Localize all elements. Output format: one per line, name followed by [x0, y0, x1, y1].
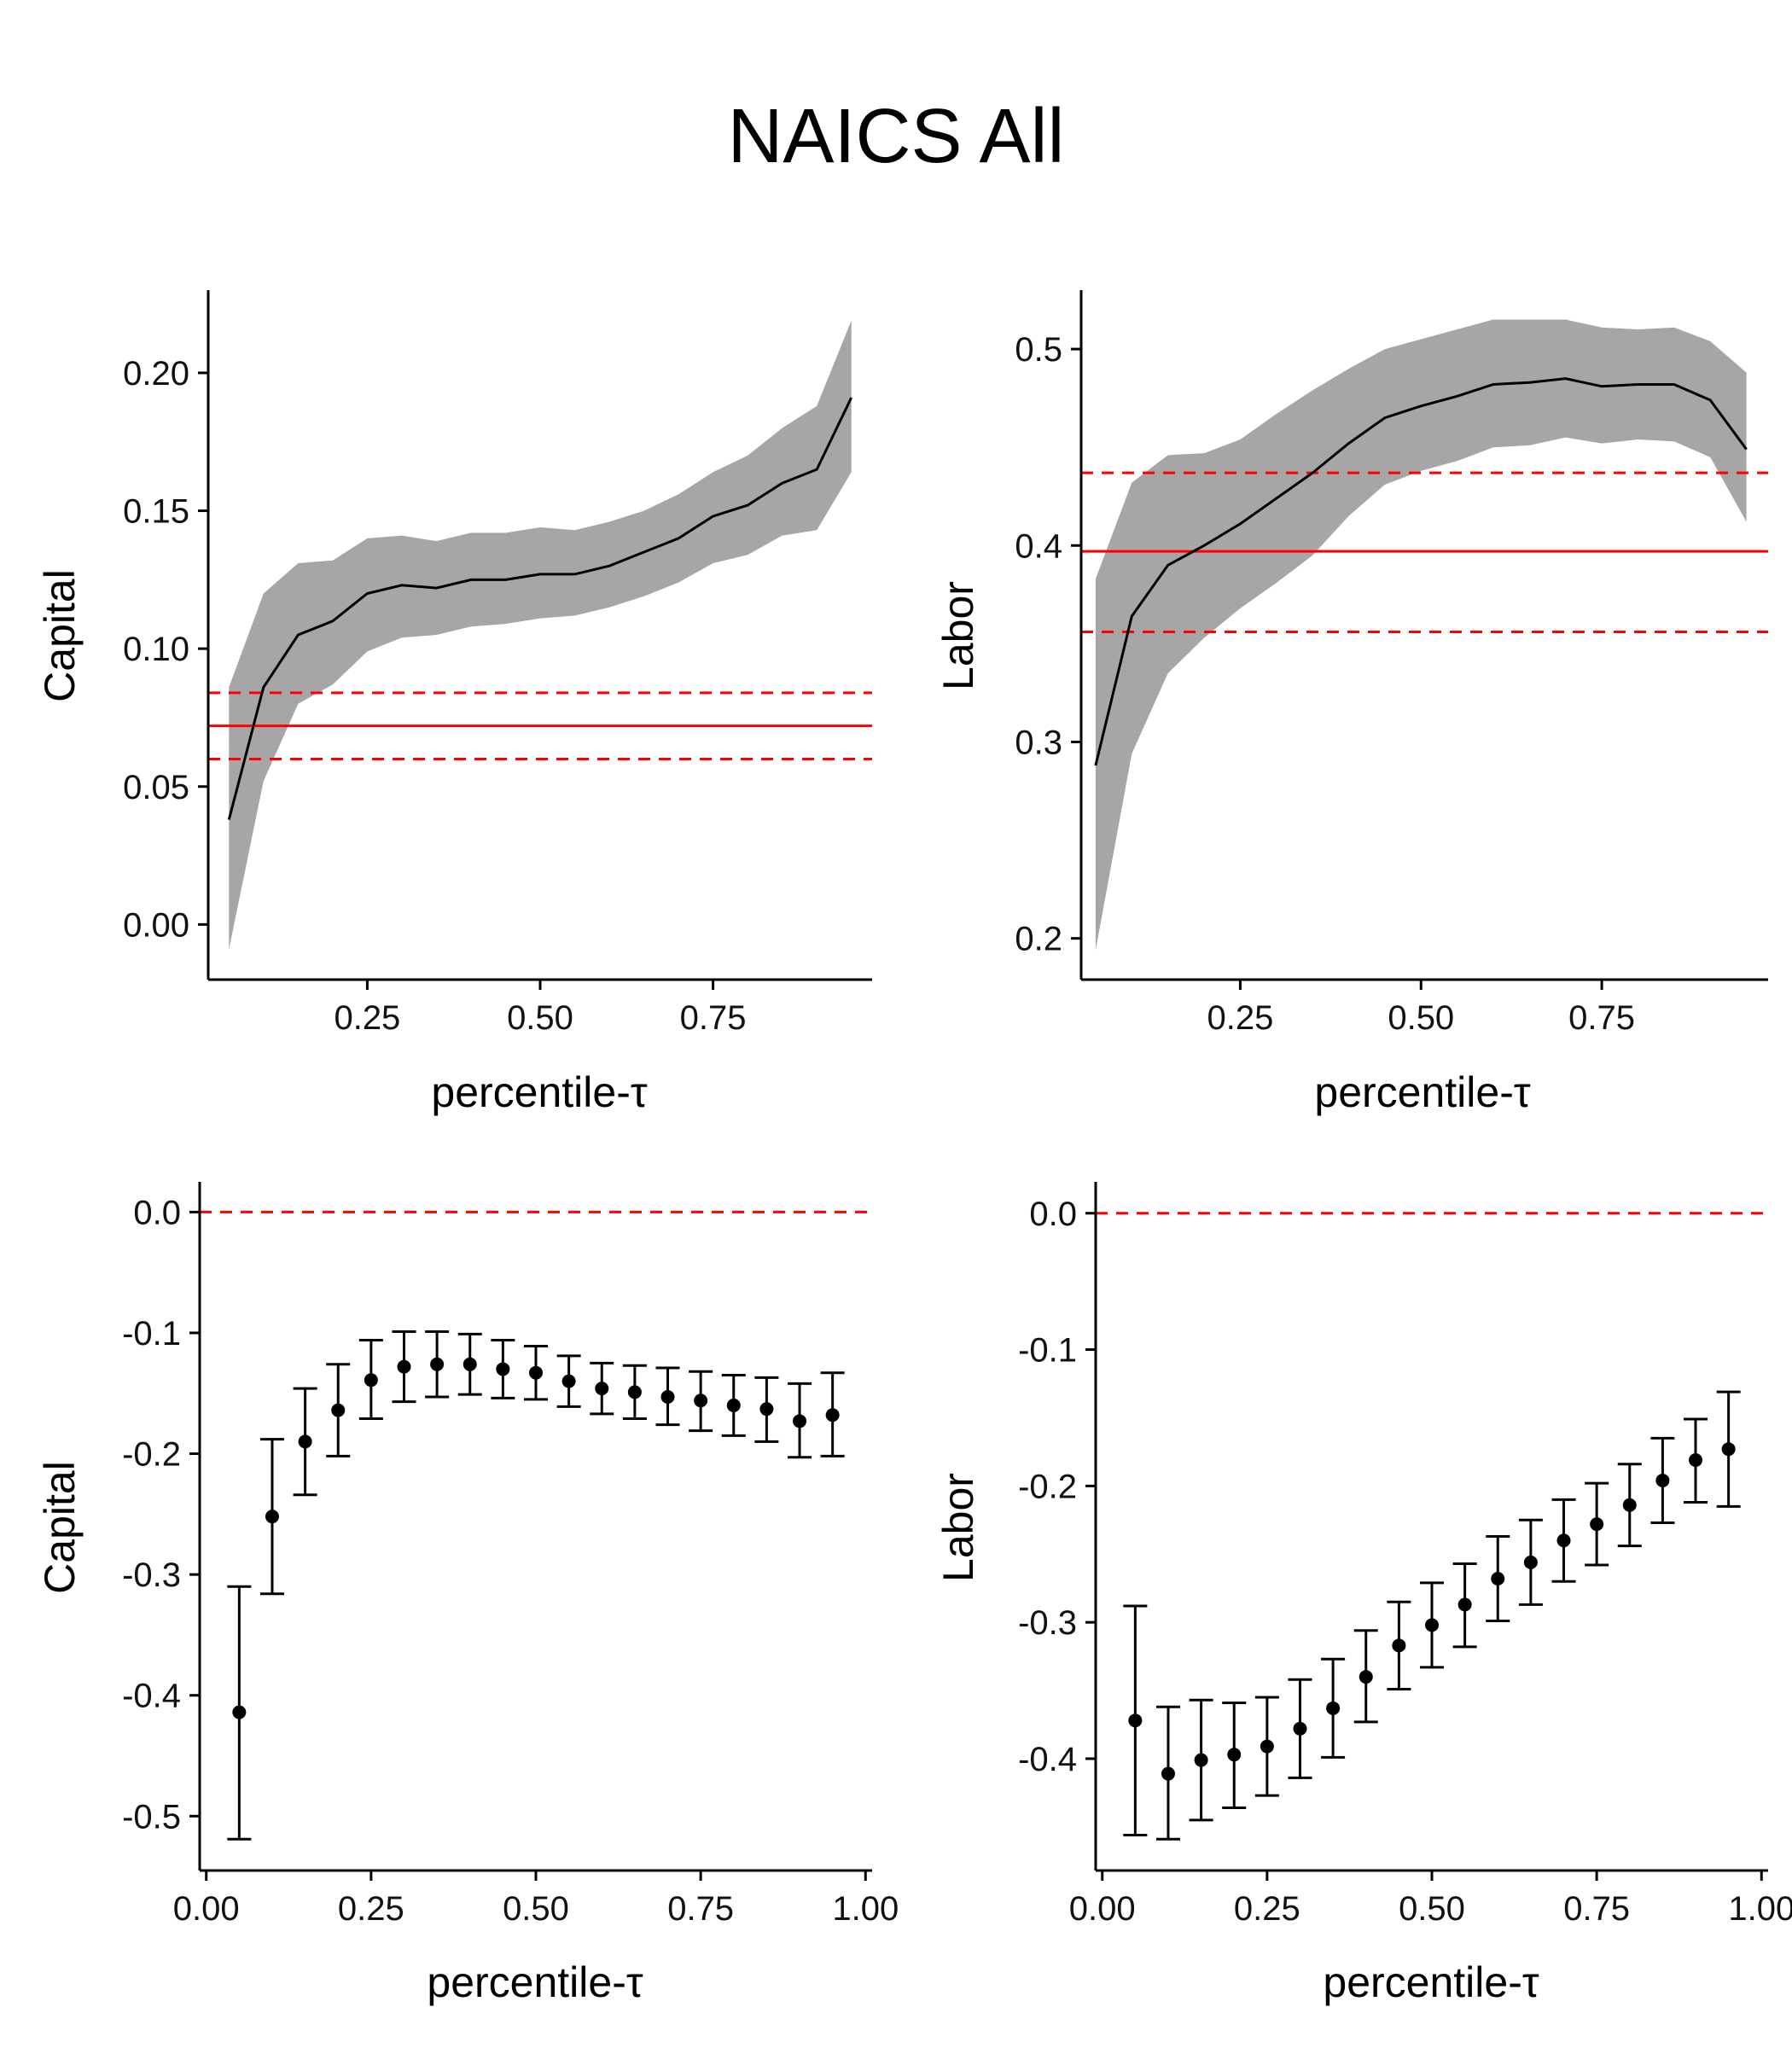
- y-tick-label: 0.4: [1015, 527, 1062, 565]
- data-point: [759, 1402, 774, 1417]
- y-tick-label: 0.15: [123, 493, 189, 531]
- data-point: [825, 1408, 840, 1423]
- data-point: [595, 1382, 609, 1396]
- data-point: [496, 1362, 510, 1376]
- data-point: [561, 1374, 576, 1388]
- y-tick-label: -0.2: [122, 1436, 181, 1474]
- x-tick-label: 0.50: [507, 999, 573, 1037]
- data-point: [1359, 1670, 1373, 1684]
- y-axis-title: Capital: [36, 569, 84, 702]
- x-tick-label: 0.25: [334, 999, 400, 1037]
- data-point: [364, 1373, 378, 1388]
- x-tick-label: 1.00: [832, 1890, 899, 1928]
- data-point: [331, 1403, 346, 1417]
- y-axis-title: Labor: [934, 581, 982, 690]
- estimate-line: [1094, 377, 1748, 766]
- y-tick-label: 0.2: [1015, 921, 1062, 958]
- y-tick-label: -0.4: [1018, 1741, 1077, 1778]
- data-point: [1491, 1572, 1505, 1586]
- data-point: [793, 1414, 807, 1428]
- x-tick-label: 0.75: [1563, 1890, 1630, 1928]
- data-point: [1392, 1638, 1406, 1653]
- y-tick-label: -0.1: [1018, 1332, 1077, 1370]
- data-point: [1194, 1753, 1208, 1767]
- data-point: [1556, 1533, 1571, 1548]
- y-tick-label: -0.2: [1018, 1468, 1077, 1505]
- figure-title: NAICS All: [727, 94, 1064, 179]
- y-tick-label: 0.3: [1015, 724, 1062, 761]
- data-point: [529, 1365, 543, 1380]
- x-tick-label: 0.75: [680, 999, 747, 1037]
- data-point: [298, 1434, 312, 1449]
- data-point: [1622, 1498, 1637, 1512]
- y-tick-label: 0.20: [123, 355, 189, 393]
- data-point: [397, 1359, 411, 1374]
- x-tick-label: 0.25: [1234, 1890, 1300, 1928]
- x-axis-title: percentile-τ: [427, 1958, 643, 2006]
- x-tick-label: 0.75: [667, 1890, 734, 1928]
- y-tick-label: -0.5: [122, 1798, 181, 1836]
- data-point: [627, 1385, 642, 1399]
- y-tick-label: -0.3: [1018, 1604, 1077, 1642]
- data-point: [1590, 1517, 1604, 1532]
- data-point: [1227, 1748, 1242, 1762]
- data-point: [265, 1510, 279, 1524]
- panel-bottom-left-capital-errorbars: percentile-τ Capital 0.00 0.25 0.50 0.75 1.0…: [36, 1182, 899, 2006]
- data-point: [463, 1357, 477, 1371]
- panel-bottom-right-labor-errorbars: percentile-τ Labor 0.00 0.25 0.50 0.75 1.00 0…: [934, 1182, 1792, 2006]
- data-point: [1655, 1473, 1670, 1487]
- x-tick-label: 0.25: [1207, 999, 1273, 1037]
- y-axis-title: Labor: [934, 1473, 982, 1582]
- data-point: [1457, 1597, 1472, 1612]
- x-axis-title: percentile-τ: [431, 1068, 647, 1116]
- estimate-line: [227, 397, 853, 820]
- y-tick-label: 0.5: [1015, 331, 1062, 369]
- data-point: [1523, 1555, 1538, 1569]
- confidence-band: [1095, 319, 1747, 951]
- y-axis-title: Capital: [36, 1461, 84, 1594]
- y-tick-label: 0.05: [123, 769, 189, 806]
- data-point: [694, 1393, 708, 1408]
- x-axis-title: percentile-τ: [1323, 1958, 1539, 2006]
- y-tick-label: -0.3: [122, 1556, 181, 1594]
- data-point: [1161, 1766, 1175, 1781]
- y-tick-label: 0.0: [133, 1194, 181, 1231]
- data-point: [1689, 1452, 1703, 1467]
- y-tick-label: -0.1: [122, 1315, 181, 1353]
- x-tick-label: 0.50: [1399, 1890, 1465, 1928]
- data-point: [232, 1705, 247, 1719]
- x-tick-label: 0.25: [338, 1890, 404, 1928]
- x-tick-label: 0.75: [1568, 999, 1635, 1037]
- x-tick-label: 0.50: [1388, 999, 1454, 1037]
- panel-top-right-labor-quantile: percentile-τ Labor 0.25 0.50 0.75 0.2 0.3 0.4…: [934, 290, 1768, 1116]
- data-point: [726, 1398, 741, 1412]
- y-tick-label: -0.4: [122, 1678, 181, 1715]
- confidence-band: [229, 320, 852, 950]
- y-tick-label: 0.10: [123, 631, 189, 668]
- x-axis-title: percentile-τ: [1314, 1068, 1530, 1116]
- x-tick-label: 0.00: [1069, 1890, 1136, 1928]
- data-point: [1326, 1701, 1341, 1715]
- x-tick-label: 1.00: [1728, 1890, 1792, 1928]
- data-point: [430, 1357, 445, 1371]
- data-point: [1721, 1442, 1736, 1457]
- data-point: [1260, 1739, 1274, 1754]
- data-point: [1128, 1713, 1143, 1728]
- x-tick-label: 0.00: [173, 1890, 240, 1928]
- x-tick-label: 0.50: [503, 1890, 569, 1928]
- panel-top-left-capital-quantile: percentile-τ Capital 0.25 0.50 0.75 0.00 0.0…: [36, 290, 872, 1116]
- y-tick-label: 0.00: [123, 906, 189, 944]
- data-point: [1425, 1618, 1439, 1632]
- y-tick-label: 0.0: [1029, 1196, 1077, 1233]
- data-point: [1293, 1721, 1307, 1736]
- data-point: [660, 1390, 675, 1405]
